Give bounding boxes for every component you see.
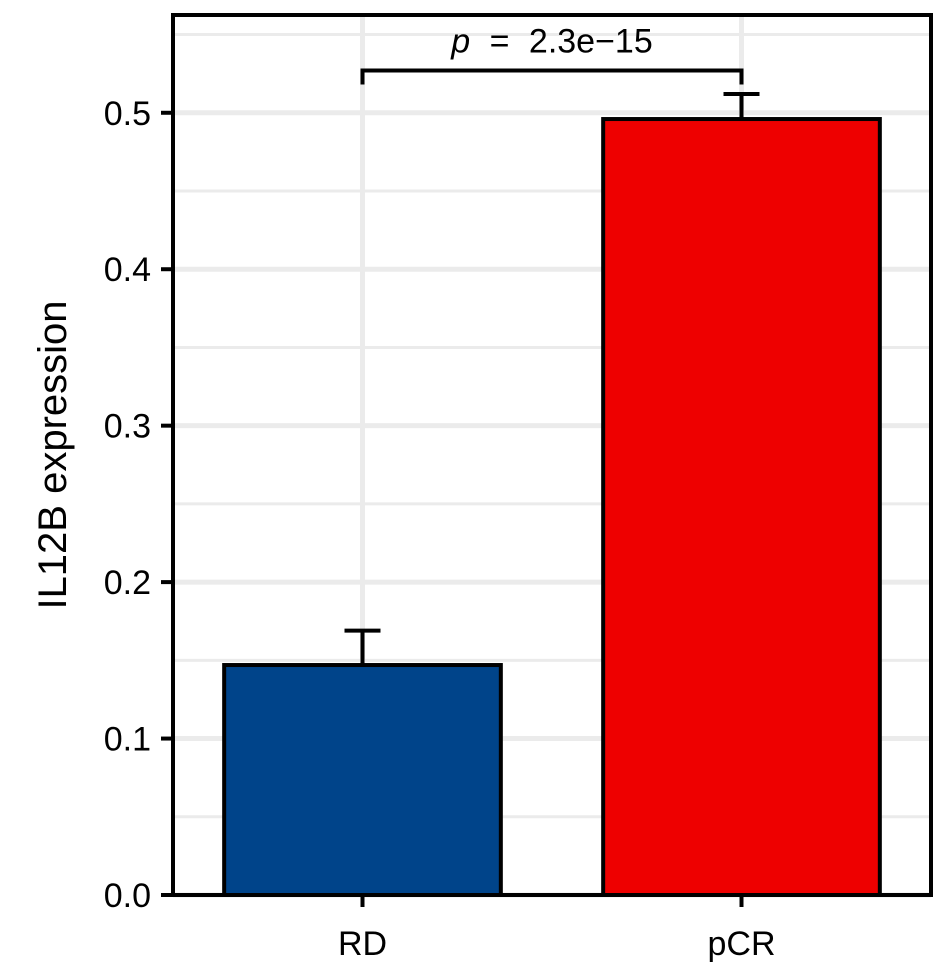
y-tick-label: 0.1 bbox=[104, 721, 151, 759]
y-axis-title: IL12B expression bbox=[31, 300, 75, 609]
equals-sign: = bbox=[490, 23, 510, 61]
p-value-label: p = 2.3e−15 bbox=[450, 23, 653, 61]
y-tick-label: 0.4 bbox=[104, 251, 151, 289]
x-tick-label-pcr: pCR bbox=[707, 925, 775, 963]
error-bars-group bbox=[344, 92, 760, 666]
y-tick-label: 0.5 bbox=[104, 95, 151, 133]
y-tick-label: 0.3 bbox=[104, 408, 151, 446]
plot-border bbox=[171, 13, 933, 897]
bars-group bbox=[222, 117, 882, 897]
y-axis-ticks: 0.0 0.1 0.2 0.3 0.4 0.5 bbox=[104, 95, 173, 915]
y-tick-label: 0.2 bbox=[104, 564, 151, 602]
p-value: 2.3e−15 bbox=[529, 23, 653, 61]
x-tick-label-rd: RD bbox=[338, 925, 387, 963]
p-symbol: p bbox=[450, 23, 470, 61]
bar-rd bbox=[222, 663, 503, 897]
y-tick-label: 0.0 bbox=[104, 877, 151, 915]
significance-annotation: p = 2.3e−15 bbox=[360, 23, 744, 85]
significance-bracket bbox=[360, 68, 744, 85]
x-axis-ticks: RD pCR bbox=[338, 895, 776, 963]
bar-pcr bbox=[601, 117, 882, 897]
